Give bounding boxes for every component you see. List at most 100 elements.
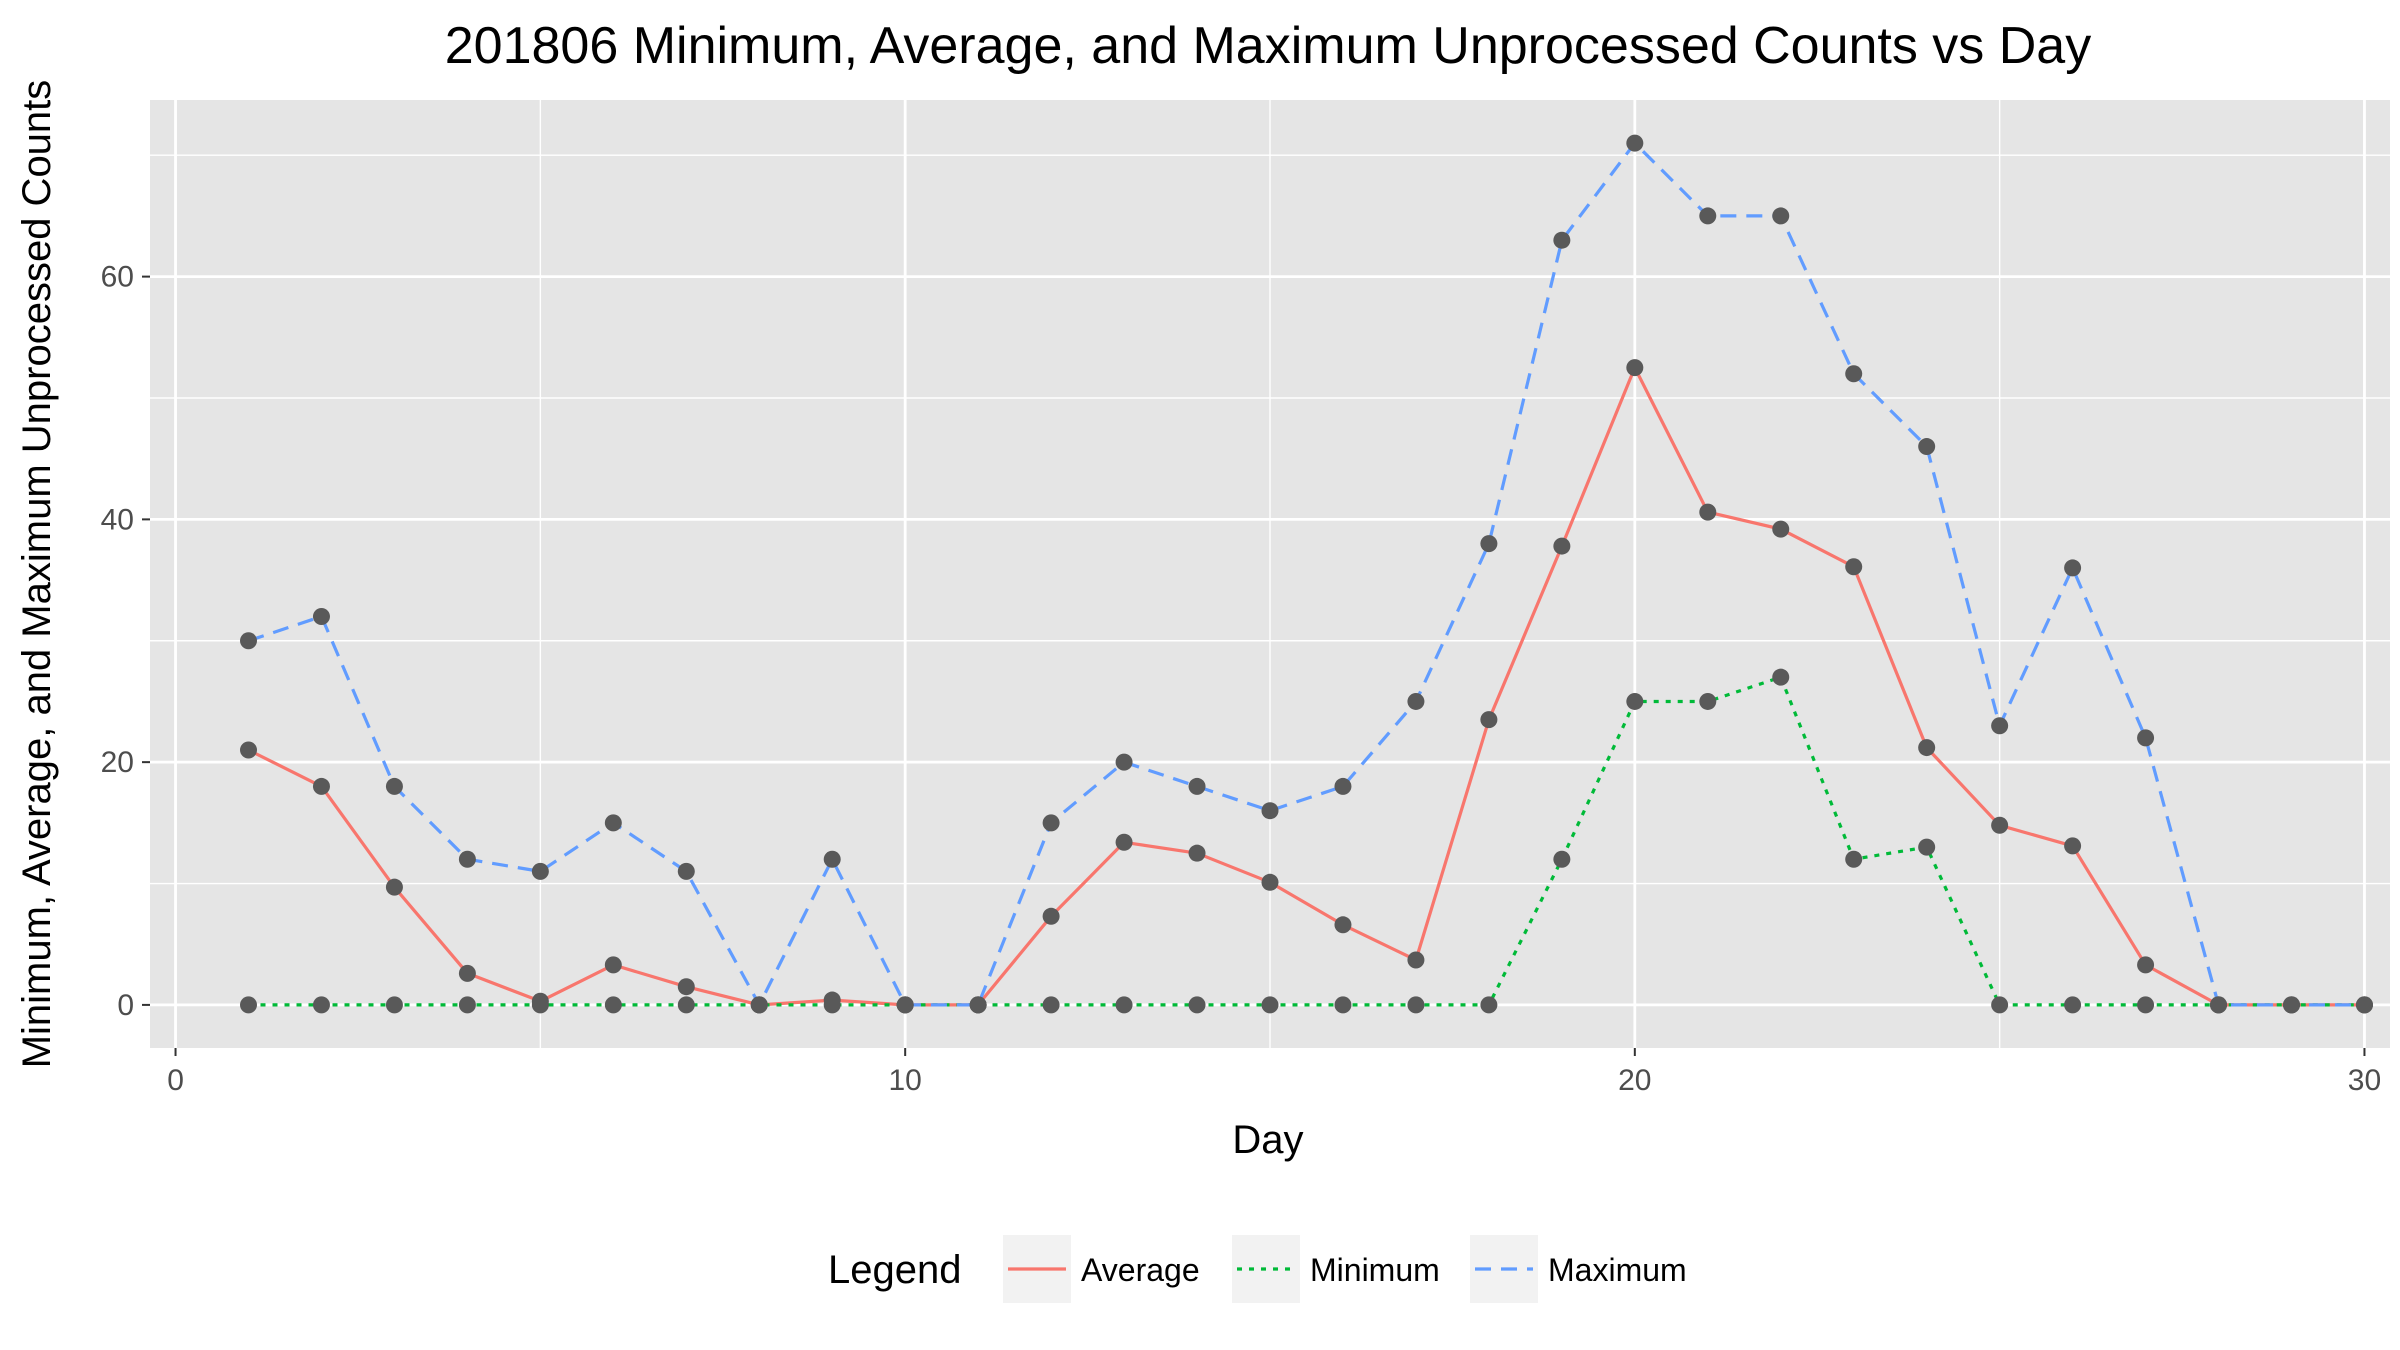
data-point-maximum xyxy=(1334,777,1352,795)
x-tick-label: 0 xyxy=(167,1064,184,1097)
data-point-minimum xyxy=(823,996,841,1014)
data-point-maximum xyxy=(896,996,914,1014)
data-point-maximum xyxy=(2282,996,2300,1014)
data-point-minimum xyxy=(531,996,549,1014)
data-point-minimum xyxy=(1991,996,2009,1014)
data-point-minimum xyxy=(1845,850,1863,868)
data-point-maximum xyxy=(531,862,549,880)
data-point-average xyxy=(2137,956,2155,974)
data-point-maximum xyxy=(312,607,330,625)
data-point-minimum xyxy=(1553,850,1571,868)
data-point-minimum xyxy=(2137,996,2155,1014)
y-tick-label: 60 xyxy=(101,261,134,294)
x-tick-label: 30 xyxy=(2348,1064,2381,1097)
data-point-minimum xyxy=(458,996,476,1014)
data-point-minimum xyxy=(2064,996,2082,1014)
data-point-average xyxy=(1115,833,1133,851)
data-point-minimum xyxy=(1334,996,1352,1014)
data-point-maximum xyxy=(1115,753,1133,771)
y-axis: 0 20 40 60 xyxy=(101,261,150,1022)
data-point-maximum xyxy=(240,632,258,650)
data-point-maximum xyxy=(1918,438,1936,456)
data-point-average xyxy=(458,964,476,982)
data-point-average xyxy=(1991,816,2009,834)
y-tick-label: 20 xyxy=(101,746,134,779)
series-line-minimum xyxy=(248,675,2365,1007)
data-point-minimum xyxy=(1261,996,1279,1014)
data-point-minimum xyxy=(1480,996,1498,1014)
data-point-average xyxy=(1553,537,1571,555)
data-point-average xyxy=(240,741,258,759)
data-point-average xyxy=(1042,907,1060,925)
data-point-minimum xyxy=(240,996,258,1014)
x-axis: 0 10 20 30 xyxy=(167,1048,2381,1097)
data-point-maximum xyxy=(1261,802,1279,820)
data-points xyxy=(240,134,2373,1014)
data-point-average xyxy=(1261,873,1279,891)
data-point-average xyxy=(2064,837,2082,855)
data-point-average xyxy=(1407,951,1425,969)
data-point-average xyxy=(1772,520,1790,538)
data-point-maximum xyxy=(1845,365,1863,383)
data-point-average xyxy=(604,956,622,974)
chart-title: 201806 Minimum, Average, and Maximum Unp… xyxy=(445,17,2091,75)
data-point-average xyxy=(1918,739,1936,757)
data-point-maximum xyxy=(1626,134,1644,152)
series-line-average xyxy=(247,366,2365,1007)
data-point-minimum xyxy=(677,996,695,1014)
x-tick-label: 10 xyxy=(888,1064,921,1097)
legend: Legend Average Minimum Maximum xyxy=(828,1235,1687,1303)
legend-label-minimum: Minimum xyxy=(1310,1252,1440,1288)
data-point-minimum xyxy=(385,996,403,1014)
data-point-maximum xyxy=(385,777,403,795)
data-point-average xyxy=(1626,359,1644,377)
data-point-average xyxy=(1334,916,1352,934)
data-point-minimum xyxy=(1626,692,1644,710)
data-point-average xyxy=(385,878,403,896)
data-point-maximum xyxy=(604,814,622,832)
data-point-maximum xyxy=(823,850,841,868)
legend-title: Legend xyxy=(828,1248,961,1292)
data-point-maximum xyxy=(969,996,987,1014)
data-point-minimum xyxy=(604,996,622,1014)
data-point-minimum xyxy=(1115,996,1133,1014)
data-point-maximum xyxy=(1699,207,1717,225)
data-point-minimum xyxy=(312,996,330,1014)
data-point-maximum xyxy=(1188,777,1206,795)
y-tick-label: 40 xyxy=(101,503,134,536)
data-point-maximum xyxy=(2210,996,2228,1014)
legend-label-average: Average xyxy=(1081,1252,1200,1288)
legend-label-maximum: Maximum xyxy=(1548,1252,1687,1288)
data-point-minimum xyxy=(1407,996,1425,1014)
data-point-maximum xyxy=(1407,692,1425,710)
series-line-maximum xyxy=(247,141,2365,1007)
data-point-maximum xyxy=(2064,559,2082,577)
data-point-maximum xyxy=(1042,814,1060,832)
data-point-minimum xyxy=(1699,692,1717,710)
data-point-average xyxy=(312,777,330,795)
x-tick-label: 20 xyxy=(1618,1064,1651,1097)
data-point-minimum xyxy=(1772,668,1790,686)
data-point-maximum xyxy=(2137,729,2155,747)
data-point-average xyxy=(1188,844,1206,862)
x-axis-title: Day xyxy=(1232,1118,1303,1162)
data-point-maximum xyxy=(1480,535,1498,553)
legend-keys: Average Minimum Maximum xyxy=(1003,1235,1687,1303)
data-point-average xyxy=(1480,711,1498,729)
data-point-maximum xyxy=(2355,996,2373,1014)
y-axis-title: Minimum, Average, and Maximum Unprocesse… xyxy=(15,80,59,1069)
data-point-average xyxy=(677,978,695,996)
data-point-maximum xyxy=(1772,207,1790,225)
data-point-minimum xyxy=(1918,838,1936,856)
data-point-average xyxy=(1699,503,1717,521)
series-lines xyxy=(247,141,2365,1007)
data-point-minimum xyxy=(1042,996,1060,1014)
data-point-maximum xyxy=(458,850,476,868)
data-point-maximum xyxy=(750,996,768,1014)
data-point-minimum xyxy=(1188,996,1206,1014)
data-point-maximum xyxy=(1553,231,1571,249)
y-tick-label: 0 xyxy=(117,989,134,1022)
data-point-maximum xyxy=(1991,717,2009,735)
data-point-maximum xyxy=(677,862,695,880)
